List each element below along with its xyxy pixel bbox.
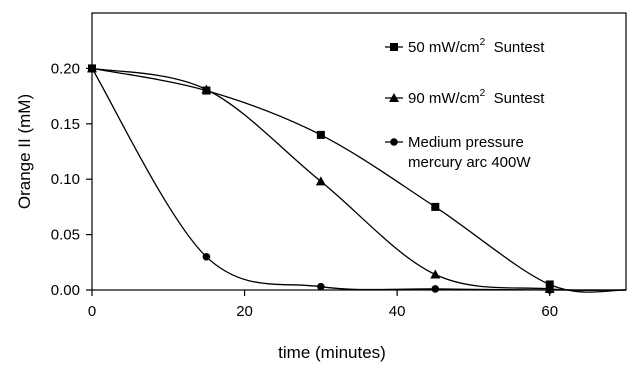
y-tick-label: 0.10	[51, 171, 80, 188]
legend-label-line1: Medium pressure	[408, 134, 524, 151]
legend-label-tail: Suntest	[485, 39, 545, 56]
legend-marker-square	[390, 43, 398, 51]
data-point-triangle	[201, 84, 212, 94]
legend-label-line2: mercury arc 400W	[408, 154, 531, 171]
data-point-circle	[431, 285, 440, 293]
legend-label-sup: 2	[480, 37, 486, 48]
legend-label: 50 mW/cm2 Suntest	[408, 37, 545, 56]
x-axis-title: time (minutes)	[278, 343, 386, 362]
x-tick-label: 60	[541, 303, 558, 320]
data-point-circle	[202, 252, 211, 261]
series-line-triangle	[91, 67, 627, 292]
legend-label-tail: Suntest	[485, 90, 545, 107]
data-point-circle	[317, 282, 325, 291]
y-axis-title: Orange II (mM)	[15, 94, 34, 209]
y-tick-label: 0.15	[51, 116, 80, 133]
series-line-circle	[91, 68, 627, 291]
data-point-triangle	[315, 176, 326, 186]
legend-marker-circle	[390, 138, 398, 146]
y-tick-label: 0.00	[51, 282, 80, 299]
legend-label-main: 90 mW/cm	[408, 90, 480, 107]
legend-label: 90 mW/cm2 Suntest	[408, 88, 545, 107]
legend-label-sup: 2	[480, 88, 486, 99]
data-point-triangle	[430, 269, 441, 279]
plot-frame	[91, 12, 627, 291]
x-tick-label: 40	[389, 303, 406, 320]
y-tick-label: 0.20	[51, 60, 80, 77]
legend-label-main: 50 mW/cm	[408, 39, 480, 56]
series-line-square	[91, 67, 627, 293]
x-tick-label: 20	[236, 303, 253, 320]
y-tick-label: 0.05	[51, 227, 80, 244]
legend-marker-triangle	[389, 93, 399, 102]
data-point-square	[316, 130, 325, 139]
data-point-square	[431, 202, 440, 211]
x-tick-label: 0	[88, 303, 96, 320]
